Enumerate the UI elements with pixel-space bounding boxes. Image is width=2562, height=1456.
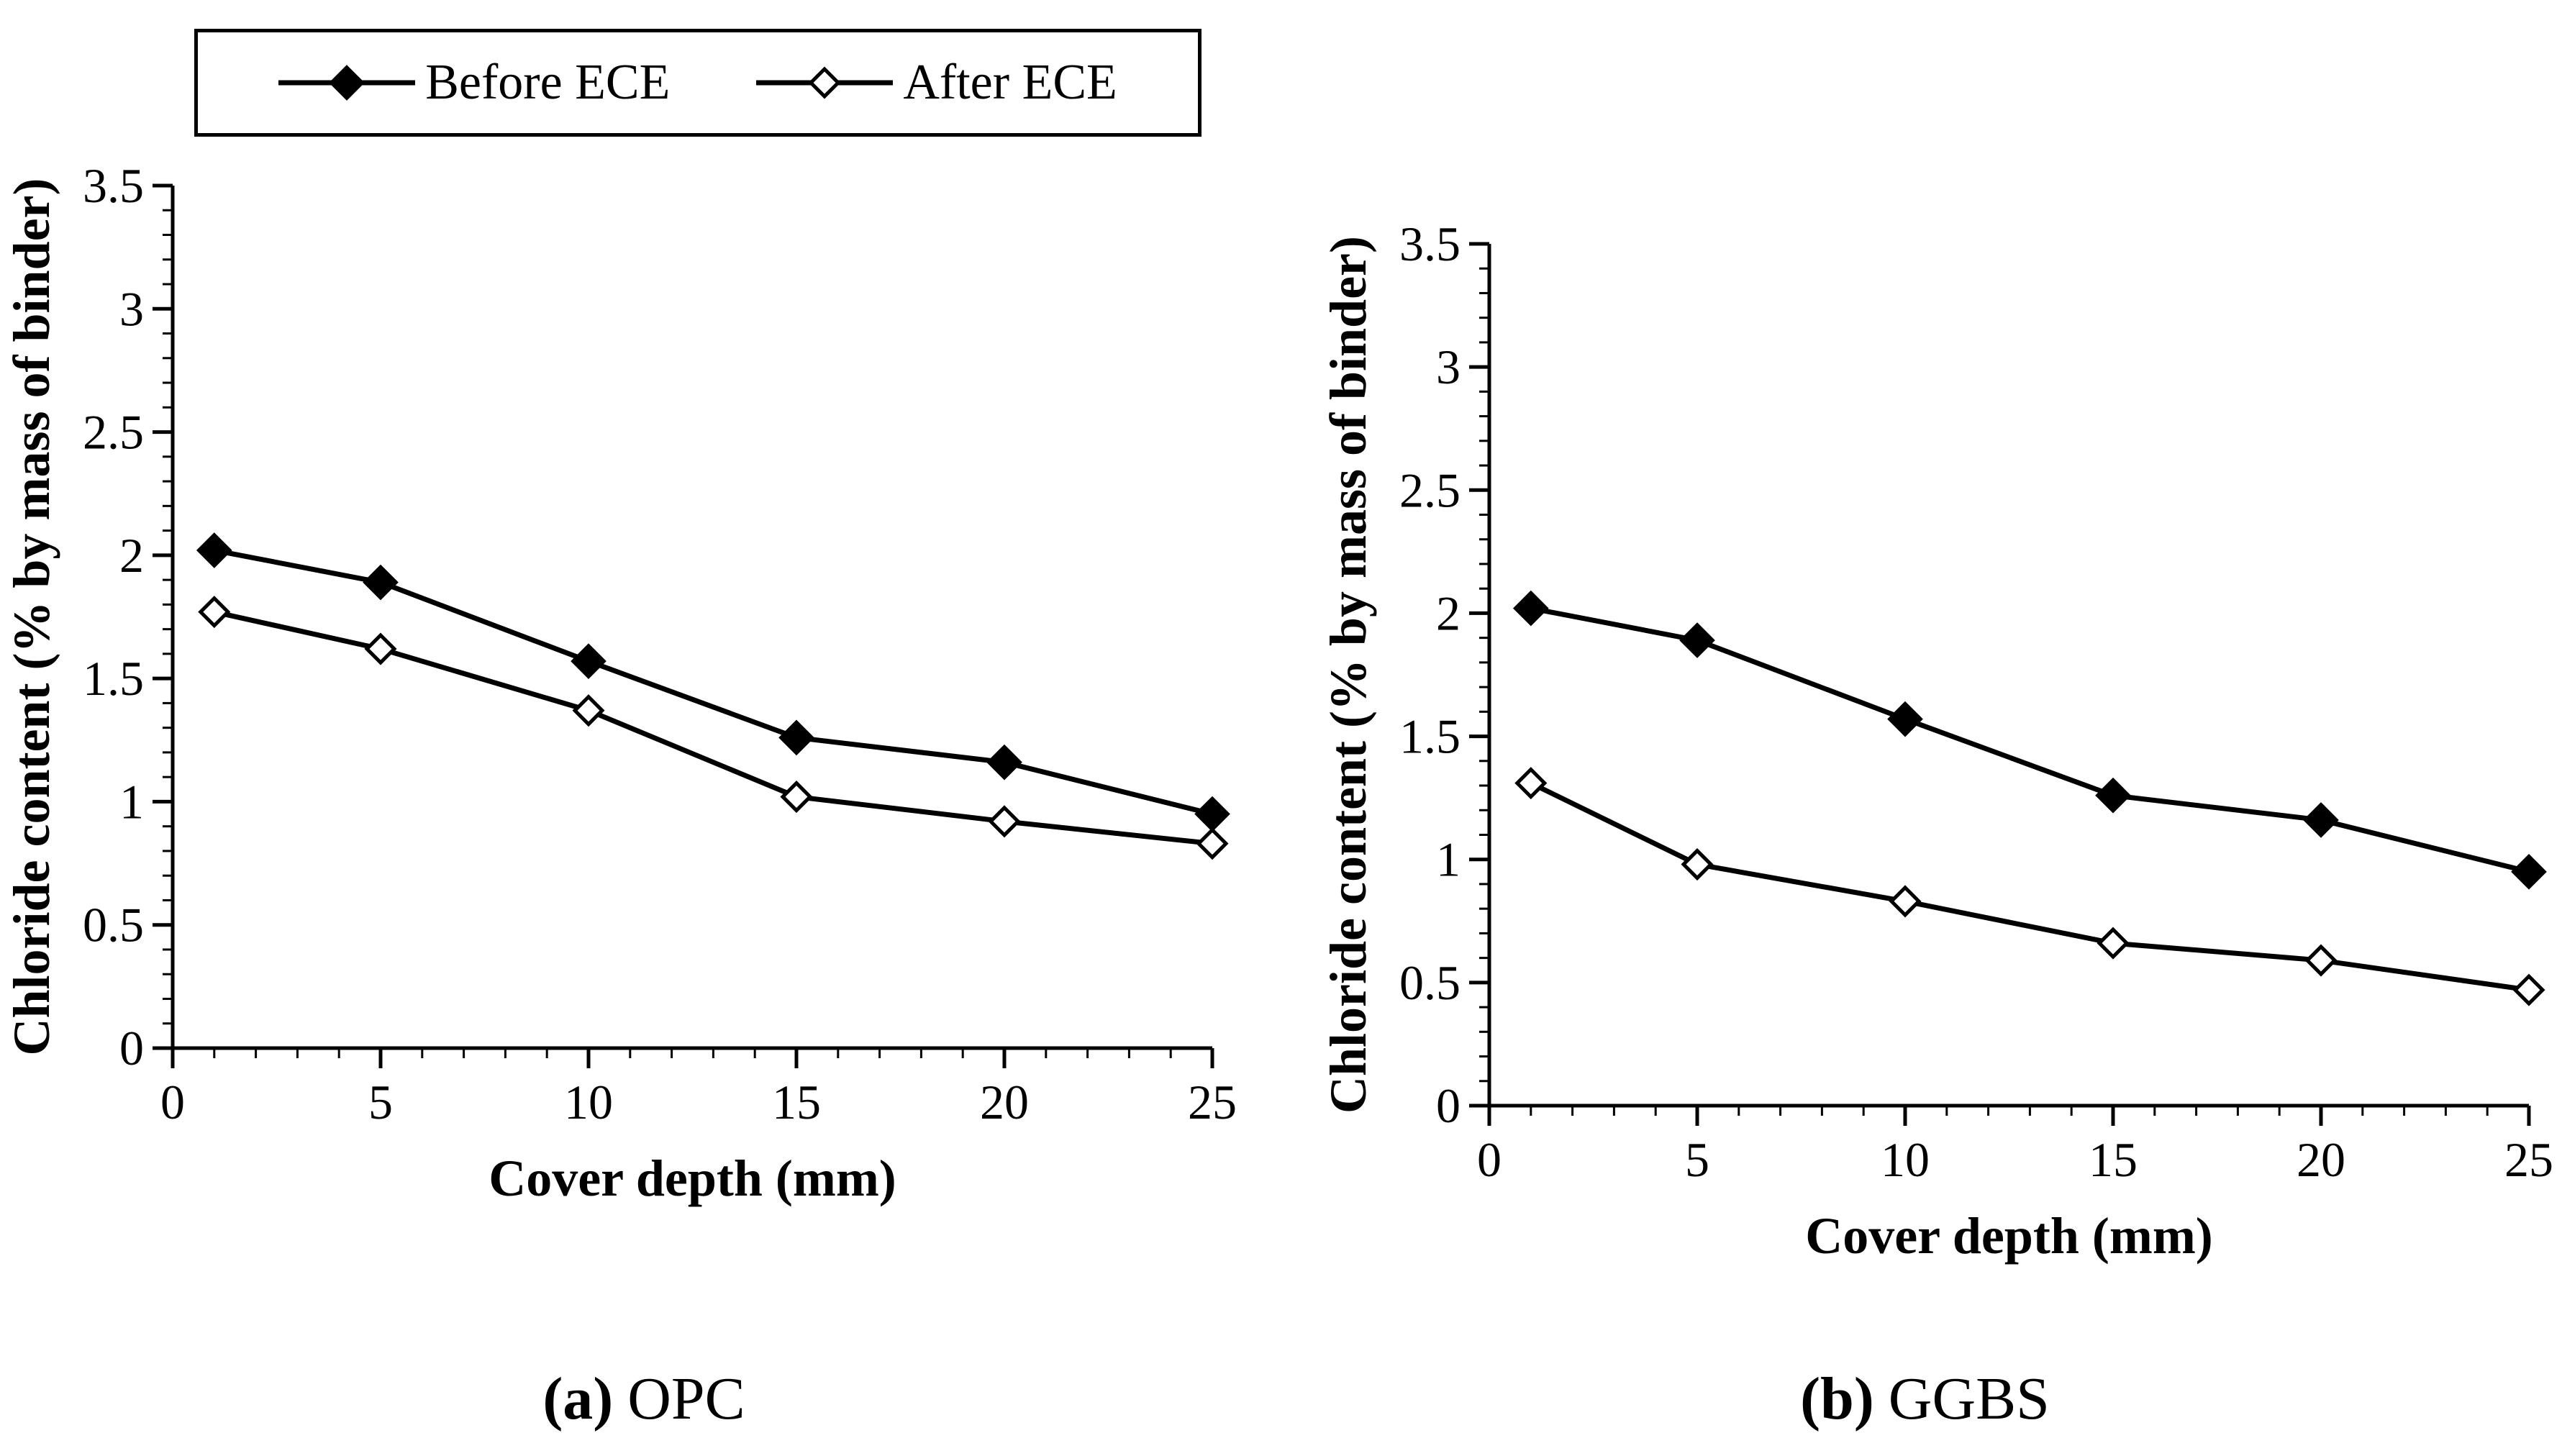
open-diamond-marker <box>988 805 1021 838</box>
filled-diamond-marker <box>1512 590 1549 627</box>
legend-label-after-ece: After ECE <box>903 55 1117 110</box>
chart-b-canvas: 0 5 10 15 20 25 0 0.5 1 1.5 2 2.5 3 3.5 Cover depth (m… <box>1319 217 2553 1265</box>
x-tick-label: 0 <box>160 1075 185 1129</box>
filled-diamond-marker <box>1194 796 1230 832</box>
y-axis-title: Chloride content (% by mass of binder) <box>3 178 60 1056</box>
open-diamond-marker <box>1514 767 1548 800</box>
filled-diamond-marker <box>571 643 607 679</box>
filled-diamond-marker <box>2095 777 2131 814</box>
legend-label-before-ece: Before ECE <box>425 55 671 110</box>
y-tick-label: 1 <box>119 774 144 829</box>
filled-diamond-marker <box>1887 701 1923 737</box>
y-tick-label: 3.5 <box>1399 217 1461 271</box>
y-tick-label: 2 <box>1436 586 1461 640</box>
caption-a: (a) OPC <box>0 1363 1288 1436</box>
filled-diamond-line-icon <box>278 65 416 101</box>
caption-a-text: OPC <box>627 1365 745 1432</box>
series-0 <box>1512 590 2547 890</box>
open-diamond-line-icon <box>756 66 894 99</box>
y-tick-label: 2.5 <box>1399 463 1461 517</box>
axes: 0 5 10 15 20 25 0 0.5 1 1.5 2 2.5 3 3.5 <box>83 158 1237 1129</box>
x-axis-title: Cover depth (mm) <box>1805 1207 2213 1265</box>
filled-diamond-marker <box>778 719 814 756</box>
y-tick-label: 0.5 <box>1399 955 1461 1010</box>
series-1 <box>1514 767 2545 1006</box>
caption-b: (b) GGBS <box>1288 1363 2562 1436</box>
axes: 0 5 10 15 20 25 0 0.5 1 1.5 2 2.5 3 3.5 <box>1399 217 2553 1187</box>
x-tick-label: 5 <box>368 1075 393 1129</box>
filled-diamond-marker <box>986 744 1022 781</box>
caption-b-label: (b) <box>1800 1365 1874 1432</box>
open-diamond-marker <box>780 781 813 814</box>
open-diamond-marker <box>1196 827 1229 860</box>
open-diamond-marker <box>364 632 397 665</box>
chart-a-canvas: 0 5 10 15 20 25 0 0.5 1 1.5 2 2.5 3 3.5 Cover depth (m… <box>3 158 1237 1207</box>
y-axis-title: Chloride content (% by mass of binder) <box>1319 236 1377 1114</box>
y-tick-label: 0.5 <box>83 898 144 952</box>
filled-diamond-marker <box>329 65 365 101</box>
x-tick-label: 20 <box>980 1075 1029 1129</box>
open-diamond-marker <box>2512 973 2545 1006</box>
series-1 <box>198 596 1229 860</box>
filled-diamond-marker <box>1679 622 1715 658</box>
open-diamond-marker <box>1889 885 1922 918</box>
y-tick-label: 1 <box>1436 832 1461 887</box>
x-tick-label: 20 <box>2297 1132 2345 1187</box>
y-tick-label: 3 <box>119 281 144 336</box>
x-axis-title: Cover depth (mm) <box>489 1150 896 1207</box>
x-tick-label: 10 <box>564 1075 613 1129</box>
open-diamond-marker <box>2304 944 2338 977</box>
y-tick-label: 0 <box>119 1021 144 1075</box>
y-tick-label: 3.5 <box>83 158 144 213</box>
x-tick-label: 25 <box>2504 1132 2553 1187</box>
legend-entry-before-ece: Before ECE <box>278 58 670 108</box>
caption-b-text: GGBS <box>1888 1365 2050 1432</box>
legend-entry-after-ece: After ECE <box>756 58 1117 108</box>
open-diamond-marker <box>198 596 231 629</box>
x-tick-label: 5 <box>1685 1132 1709 1187</box>
x-tick-label: 25 <box>1188 1075 1237 1129</box>
filled-diamond-marker <box>2511 854 2547 890</box>
open-diamond-marker <box>808 66 841 99</box>
y-tick-label: 1.5 <box>83 651 144 706</box>
caption-a-label: (a) <box>542 1365 614 1432</box>
x-tick-label: 0 <box>1477 1132 1502 1187</box>
filled-diamond-marker <box>363 564 399 601</box>
open-diamond-marker <box>572 694 605 727</box>
x-tick-label: 15 <box>772 1075 821 1129</box>
open-diamond-marker <box>1681 848 1714 881</box>
y-tick-label: 2 <box>119 528 144 583</box>
x-tick-label: 15 <box>2089 1132 2138 1187</box>
filled-diamond-marker <box>196 532 232 568</box>
chart-legend: Before ECE After ECE <box>194 29 1201 137</box>
y-tick-label: 3 <box>1436 340 1461 394</box>
y-tick-label: 0 <box>1436 1078 1461 1133</box>
y-tick-label: 2.5 <box>83 405 144 460</box>
y-tick-label: 1.5 <box>1399 709 1461 764</box>
series-0 <box>196 532 1230 832</box>
open-diamond-marker <box>2097 927 2130 960</box>
filled-diamond-marker <box>2303 802 2339 838</box>
x-tick-label: 10 <box>1881 1132 1930 1187</box>
